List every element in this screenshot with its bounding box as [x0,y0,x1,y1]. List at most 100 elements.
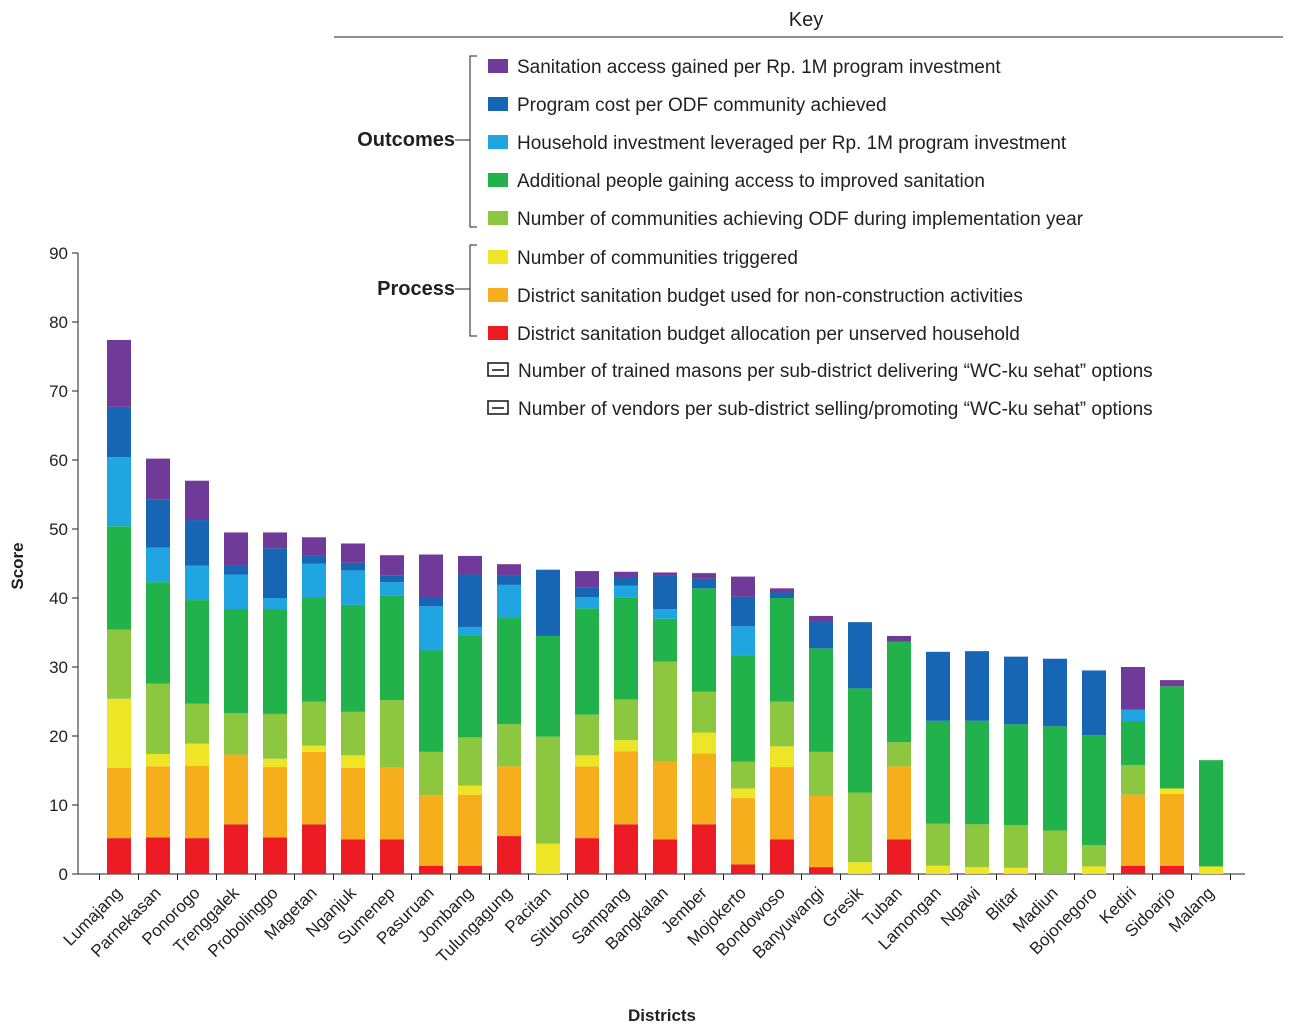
bar-stack [926,651,950,874]
bar-segment [692,588,716,692]
legend-label: Number of trained masons per sub-distric… [518,361,1153,382]
legend-process-bracket [455,244,477,337]
bar-segment [653,575,677,610]
y-tick-label: 80 [49,313,68,332]
legend-label: Number of communities achieving ODF duri… [517,209,1084,230]
bar-segment [653,661,677,762]
legend-label: District sanitation budget allocation pe… [517,324,1020,345]
bar-segment [107,838,131,874]
bar-segment [107,457,131,527]
bar-segment [614,751,638,825]
bar-stack [1160,680,1184,874]
bar-segment [107,698,131,768]
legend-label: Sanitation access gained per Rp. 1M prog… [517,57,1001,78]
legend-swatch [488,288,508,302]
legend-outcomes-label: Outcomes [357,129,455,151]
bar-segment [770,767,794,840]
bar-segment [770,701,794,747]
bar-segment [224,609,248,714]
bar-segment [1121,667,1145,710]
bar-segment [1004,825,1028,868]
bar-segment [341,543,365,563]
bar-segment [965,651,989,721]
bar-segment [302,751,326,825]
bar-segment [1004,867,1028,874]
bar-segment [1160,680,1184,687]
bar-segment [692,824,716,874]
bar-segment [302,824,326,874]
bar-segment [146,499,170,548]
bar-segment [1160,865,1184,874]
legend-swatch [488,326,508,340]
bar-segment [458,555,482,575]
bar-segment [926,865,950,874]
bar-segment [107,339,131,407]
bar-segment [185,743,209,766]
bar-segment [731,576,755,597]
x-ticks: LumajangParnekasanPonorogoTrenggalekProb… [60,874,1231,967]
bar-segment [497,584,521,619]
bar-segment [1082,866,1106,874]
legend-swatch [488,211,508,225]
bar-stack [1043,658,1067,874]
bar-stack [887,635,911,874]
bar-segment [380,575,404,583]
bar-segment [1199,866,1223,874]
bar-segment [1043,658,1067,727]
bar-segment [1160,788,1184,794]
y-tick-label: 60 [49,451,68,470]
bar-stack [848,622,872,874]
bar-segment [692,573,716,579]
bar-stack [224,532,248,874]
bar-segment [770,588,794,593]
bar-segment [419,865,443,874]
bar-segment [263,532,287,549]
bar-segment [848,792,872,863]
bar-segment [107,767,131,839]
bar-segment [224,824,248,874]
bar-stack [107,339,131,874]
bar-segment [224,713,248,755]
bar-segment [887,641,911,743]
legend-label: Household investment leveraged per Rp. 1… [517,133,1067,154]
bar-segment [419,650,443,752]
bar-segment [458,737,482,786]
legend-process-label: Process [377,278,455,300]
bar-segment [887,635,911,642]
bar-segment [809,751,833,797]
bar-segment [731,626,755,656]
bar-segment [536,635,560,737]
bar-segment [848,688,872,793]
bar-stack [146,458,170,874]
bar-segment [419,554,443,598]
bar-segment [263,598,287,610]
bars [107,339,1223,874]
bar-segment [1004,724,1028,826]
bar-segment [380,595,404,701]
bar-stack [497,564,521,874]
bar-segment [497,724,521,767]
bar-segment [1160,793,1184,866]
bar-segment [731,864,755,874]
bar-segment [341,562,365,571]
bar-segment [380,839,404,874]
bar-segment [263,837,287,874]
legend-label: Number of communities triggered [517,248,798,269]
bar-segment [1121,764,1145,795]
legend-title: Key [789,9,823,31]
bar-segment [692,753,716,825]
bar-segment [731,761,755,789]
bar-segment [575,597,599,609]
bar-segment [614,597,638,700]
bar-segment [146,683,170,754]
bar-segment [1043,830,1067,874]
bar-segment [497,618,521,725]
legend-swatch [488,59,508,73]
bar-segment [575,587,599,598]
bar-segment [575,608,599,715]
bar-segment [458,574,482,627]
bar-segment [380,767,404,840]
bar-segment [302,555,326,564]
bar-segment [887,742,911,767]
bar-segment [1199,760,1223,867]
